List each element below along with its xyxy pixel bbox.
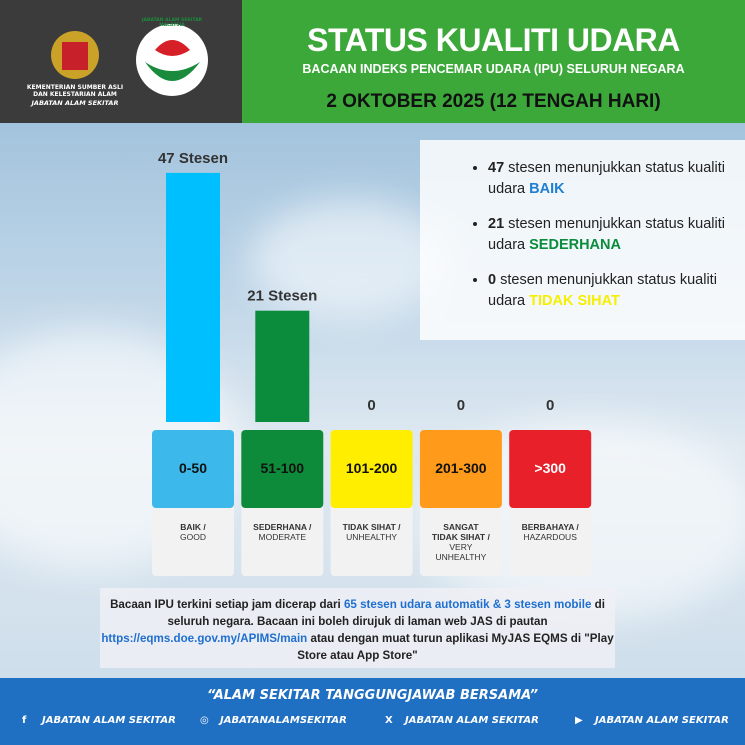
note-text: atau dengan muat turun aplikasi MyJAS EQ…	[297, 632, 614, 662]
category-label: 101-200	[346, 460, 398, 476]
bar	[255, 310, 310, 422]
value-label: 47 Stesen	[158, 150, 228, 167]
category-ms: SEDERHANA /	[253, 522, 312, 532]
value-label: 0	[457, 397, 465, 414]
category-label: >300	[534, 460, 566, 476]
category-label: 0-50	[179, 460, 207, 476]
category-ms: TIDAK SIHAT /	[342, 522, 401, 532]
summary-item: 21 stesen menunjukkan status kualiti uda…	[488, 214, 745, 256]
value-label: 0	[367, 397, 375, 414]
card-top	[241, 430, 324, 508]
value-label: 21 Stesen	[247, 288, 317, 305]
category-label: 201-300	[435, 460, 487, 476]
category-description: BAIK / GOOD	[152, 522, 234, 542]
jas-logo	[136, 24, 208, 96]
summary-box: 47 stesen menunjukkan status kualiti uda…	[420, 140, 745, 340]
category-description: SANGAT TIDAK SIHAT / VERY UNHEALTHY	[420, 522, 502, 562]
card-top	[509, 430, 592, 508]
summary-count: 0	[488, 272, 497, 288]
social-handle: ▶ JABATAN ALAM SEKITAR	[575, 715, 729, 726]
summary-count: 47	[488, 160, 505, 176]
date: 2 OKTOBER 2025 (12 TENGAH HARI)	[326, 91, 661, 112]
summary-item: 47 stesen menunjukkan status kualiti uda…	[488, 158, 745, 200]
department-name: JABATAN ALAM SEKITAR	[31, 99, 119, 107]
value-label: 0	[546, 397, 554, 414]
category-en: UNHEALTHY	[346, 532, 398, 542]
subtitle: BACAAN INDEKS PENCEMAR UDARA (IPU) SELUR…	[302, 62, 685, 76]
card-top	[330, 430, 413, 508]
summary-status: TIDAK SIHAT	[529, 293, 620, 309]
social-icon: f	[22, 715, 27, 726]
crest-shield	[62, 42, 88, 70]
category-description: SEDERHANA / MODERATE	[241, 522, 323, 542]
social-text: JABATAN ALAM SEKITAR	[405, 715, 539, 726]
note-text: di seluruh negara. Bacaan ini boleh diru…	[167, 598, 605, 628]
social-icon: ◎	[200, 715, 209, 726]
header-left: KEMENTERIAN SUMBER ASLI DAN KELESTARIAN …	[0, 0, 242, 123]
category-description: BERBAHAYA / HAZARDOUS	[509, 522, 591, 542]
note-box: Bacaan IPU terkini setiap jam dicerap da…	[100, 588, 615, 668]
social-text: JABATAN ALAM SEKITAR	[42, 715, 176, 726]
cloud	[250, 200, 450, 320]
card-top	[419, 430, 502, 508]
category-en: GOOD	[180, 532, 206, 542]
social-icon: ▶	[575, 715, 583, 726]
summary-text: stesen menunjukkan status kualiti udara	[488, 272, 717, 309]
social-text: JABATAN ALAM SEKITAR	[595, 715, 729, 726]
note-text: Bacaan IPU terkini setiap jam dicerap da…	[110, 598, 344, 611]
note-text: 65 stesen udara automatik & 3 stesen mob…	[343, 598, 592, 611]
social-handle: f JABATAN ALAM SEKITAR	[22, 715, 176, 726]
social-text: JABATANALAMSEKITAR	[220, 715, 347, 726]
slogan: “ALAM SEKITAR TANGGUNGJAWAB BERSAMA”	[207, 688, 538, 703]
category-en: MODERATE	[258, 532, 307, 542]
note-text: https://eqms.doe.gov.my/APIMS/main	[101, 632, 308, 645]
summary-list: 47 stesen menunjukkan status kualiti uda…	[420, 158, 745, 312]
category-en: HAZARDOUS	[523, 532, 577, 542]
footer: “ALAM SEKITAR TANGGUNGJAWAB BERSAMA” f JA…	[0, 678, 745, 745]
category-en: VERY UNHEALTHY	[435, 542, 487, 562]
logo-text: JABATAN ALAM SEKITAR MALAYSIA	[141, 18, 203, 28]
category-ms: BERBAHAYA /	[521, 522, 579, 532]
summary-text: stesen menunjukkan status kualiti udara	[488, 160, 725, 197]
social-icon: X	[385, 715, 393, 726]
summary-status: SEDERHANA	[529, 237, 621, 253]
bar	[166, 172, 220, 422]
jas-logo-leaf	[145, 62, 200, 81]
category-ms: BAIK /	[180, 522, 206, 532]
category-description: TIDAK SIHAT / UNHEALTHY	[331, 522, 413, 542]
social-handle: X JABATAN ALAM SEKITAR	[385, 715, 539, 726]
summary-text: stesen menunjukkan status kualiti udara	[488, 216, 725, 253]
category-ms: SANGAT TIDAK SIHAT /	[431, 522, 490, 542]
chart: 47 Stesen 0-50 21 Stesen 51-100 0 101-200 0 201…	[152, 150, 592, 576]
category-label: 51-100	[261, 460, 305, 476]
summary-item: 0 stesen menunjukkan status kualiti udar…	[488, 270, 745, 312]
header-right: STATUS KUALITI UDARA BACAAN INDEKS PENCE…	[242, 0, 745, 123]
jas-logo-flower	[155, 40, 190, 56]
ministry-name: KEMENTERIAN SUMBER ASLI DAN KELESTARIAN …	[26, 84, 124, 98]
title: STATUS KUALITI UDARA	[307, 22, 680, 58]
logos	[51, 24, 208, 96]
card-top	[152, 430, 234, 508]
summary-count: 21	[488, 216, 505, 232]
summary-status: BAIK	[529, 181, 565, 197]
social-handle: ◎ JABATANALAMSEKITAR	[200, 715, 347, 726]
